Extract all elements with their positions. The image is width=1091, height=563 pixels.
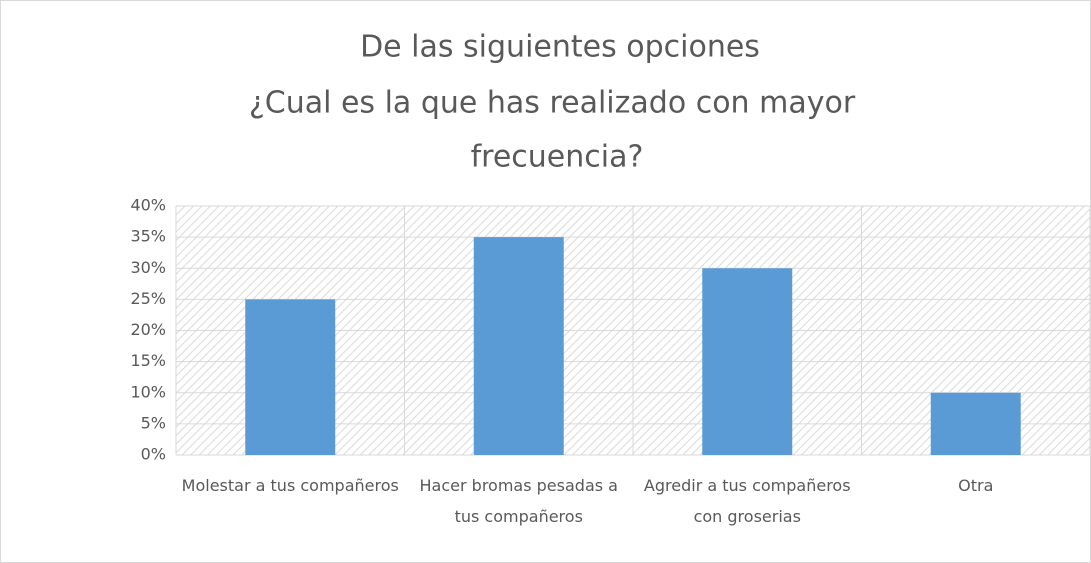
chart-title: ¿Cual es la que has realizado con mayor [249,86,856,121]
y-tick-label: 15% [130,351,166,370]
chart-title: frecuencia? [471,140,644,175]
bar [930,392,1021,455]
x-tick-label: Otra [958,476,993,495]
y-tick-label: 40% [130,196,166,215]
y-tick-label: 10% [130,382,166,401]
x-tick-label: Hacer bromas pesadas a tus compañeros [420,476,618,526]
y-tick-label: 5% [141,413,166,432]
x-tick-label: Agredir a tus compañeros con groserias [644,476,851,526]
y-tick-label: 35% [130,227,166,246]
bar [473,237,564,455]
x-tick-label: Molestar a tus compañeros [182,476,399,495]
y-tick-label: 0% [141,445,166,464]
chart-title: De las siguientes opciones [360,30,760,65]
y-tick-label: 25% [130,289,166,308]
y-tick-label: 20% [130,320,166,339]
bar [702,268,793,455]
y-tick-label: 30% [130,258,166,277]
bar [245,299,336,455]
